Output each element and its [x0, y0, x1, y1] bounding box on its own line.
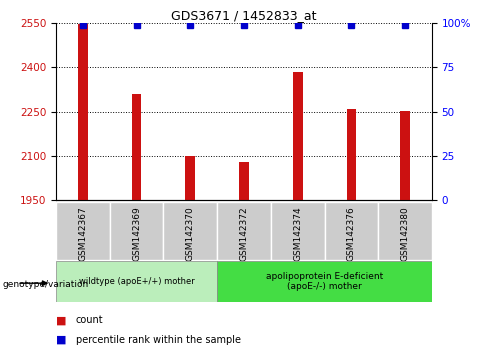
- Text: GSM142376: GSM142376: [347, 206, 356, 261]
- Bar: [185, 156, 195, 200]
- Bar: [217, 202, 271, 260]
- Bar: [110, 202, 163, 260]
- Text: GSM142372: GSM142372: [240, 206, 248, 261]
- Text: ■: ■: [56, 315, 67, 325]
- Bar: [163, 202, 217, 260]
- Bar: [56, 261, 217, 302]
- Title: GDS3671 / 1452833_at: GDS3671 / 1452833_at: [171, 9, 317, 22]
- Text: wildtype (apoE+/+) mother: wildtype (apoE+/+) mother: [79, 277, 195, 286]
- Text: GSM142380: GSM142380: [401, 206, 409, 261]
- Text: ■: ■: [56, 335, 67, 345]
- Bar: [271, 202, 325, 260]
- Text: GSM142367: GSM142367: [79, 206, 87, 261]
- Bar: [293, 72, 303, 200]
- Bar: [56, 202, 110, 260]
- Text: GSM142374: GSM142374: [293, 206, 302, 261]
- Bar: [217, 261, 432, 302]
- Bar: [400, 110, 410, 200]
- Bar: [346, 109, 356, 200]
- Bar: [239, 162, 249, 200]
- Bar: [78, 24, 88, 200]
- Text: genotype/variation: genotype/variation: [2, 280, 89, 290]
- Bar: [132, 94, 142, 200]
- Bar: [378, 202, 432, 260]
- Text: count: count: [76, 315, 103, 325]
- Text: GSM142369: GSM142369: [132, 206, 141, 261]
- Text: percentile rank within the sample: percentile rank within the sample: [76, 335, 241, 345]
- Text: GSM142370: GSM142370: [186, 206, 195, 261]
- Bar: [325, 202, 378, 260]
- Text: apolipoprotein E-deficient
(apoE-/-) mother: apolipoprotein E-deficient (apoE-/-) mot…: [266, 272, 383, 291]
